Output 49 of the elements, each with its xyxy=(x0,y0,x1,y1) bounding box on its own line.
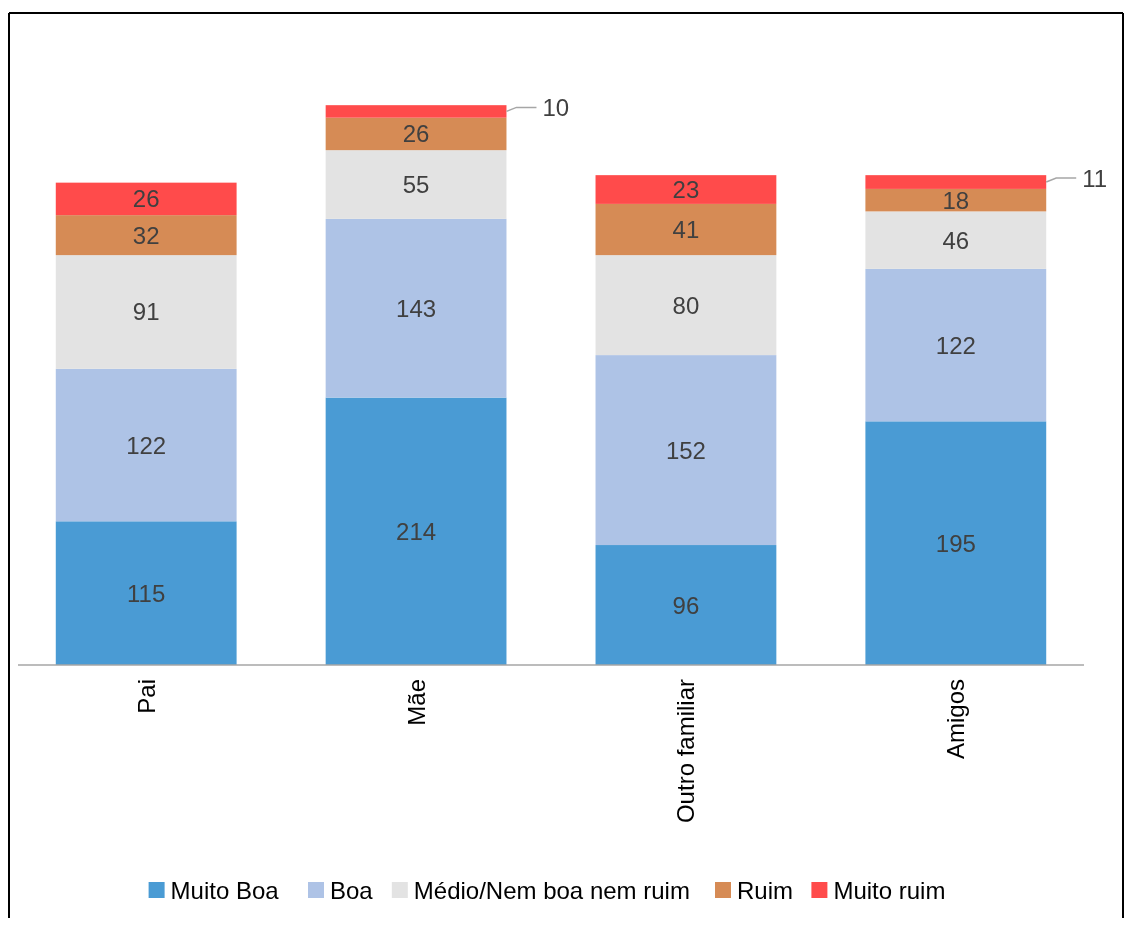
legend-label: Ruim xyxy=(737,876,794,904)
bar xyxy=(865,421,1047,665)
bar xyxy=(325,117,507,151)
data-label: 55 xyxy=(402,171,430,199)
bar xyxy=(55,255,237,369)
data-label: 143 xyxy=(396,294,437,322)
data-label: 91 xyxy=(132,298,160,326)
bar xyxy=(325,397,507,665)
bar xyxy=(865,188,1047,212)
data-label: 122 xyxy=(935,331,976,359)
data-label: 41 xyxy=(672,216,700,244)
data-label: 23 xyxy=(672,176,700,204)
data-label: 26 xyxy=(132,185,160,213)
bar xyxy=(595,255,777,356)
legend-label: Boa xyxy=(330,876,374,904)
data-label: 46 xyxy=(942,226,970,254)
data-label: 195 xyxy=(935,529,976,557)
bar xyxy=(55,215,237,256)
bar xyxy=(595,203,777,256)
legend-label: Muito ruim xyxy=(833,876,946,904)
bar xyxy=(55,368,237,522)
bar xyxy=(865,175,1047,189)
data-label: 80 xyxy=(672,291,700,319)
data-label: 122 xyxy=(126,431,167,459)
data-label: 115 xyxy=(127,579,166,607)
legend-label: Médio/Nem boa nem ruim xyxy=(413,876,690,904)
x-tick-label: Outro familiar xyxy=(672,679,700,824)
data-label: 214 xyxy=(396,517,437,545)
data-label: 96 xyxy=(672,591,700,619)
bar xyxy=(325,105,507,118)
bar xyxy=(865,211,1047,269)
data-label: 10 xyxy=(542,93,570,121)
bar xyxy=(865,268,1047,422)
data-label: 18 xyxy=(942,186,970,214)
data-label: 11 xyxy=(1082,164,1108,192)
bar xyxy=(595,175,777,204)
legend-label: Muito Boa xyxy=(170,876,280,904)
data-label: 32 xyxy=(132,221,160,249)
bar xyxy=(55,521,237,665)
bar xyxy=(55,182,237,216)
data-label: 152 xyxy=(665,436,706,464)
bar xyxy=(595,355,777,546)
x-tick-label: Mãe xyxy=(402,679,430,726)
bar xyxy=(595,545,777,665)
data-label: 26 xyxy=(402,120,430,148)
bar xyxy=(325,218,507,398)
x-tick-label: Pai xyxy=(132,679,160,714)
x-tick-label: Amigos xyxy=(942,679,970,760)
bar xyxy=(325,150,507,219)
